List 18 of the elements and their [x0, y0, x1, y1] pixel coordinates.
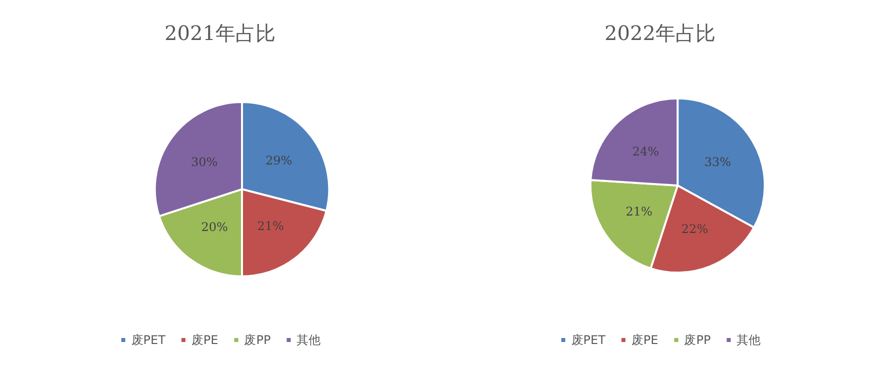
legend-label: 废PP	[684, 333, 711, 347]
data-label: 30%	[190, 154, 218, 169]
data-label: 21%	[626, 204, 652, 219]
chart-title: 2022年占比	[604, 21, 716, 45]
legend-label: 其他	[296, 333, 321, 347]
legend-label: 废PE	[191, 333, 218, 347]
legend-label: 废PP	[244, 333, 271, 347]
data-label: 33%	[704, 154, 732, 169]
legend-label: 废PET	[131, 333, 166, 347]
data-label: 29%	[265, 154, 292, 168]
data-label: 22%	[681, 222, 708, 236]
data-label: 20%	[201, 220, 228, 234]
legend-label: 其他	[736, 333, 761, 347]
data-label: 21%	[257, 219, 284, 234]
data-label: 24%	[632, 144, 660, 159]
legend-label: 废PET	[571, 333, 606, 347]
legend-label: 废PE	[631, 333, 658, 347]
chart-title: 2021年占比	[164, 21, 276, 45]
